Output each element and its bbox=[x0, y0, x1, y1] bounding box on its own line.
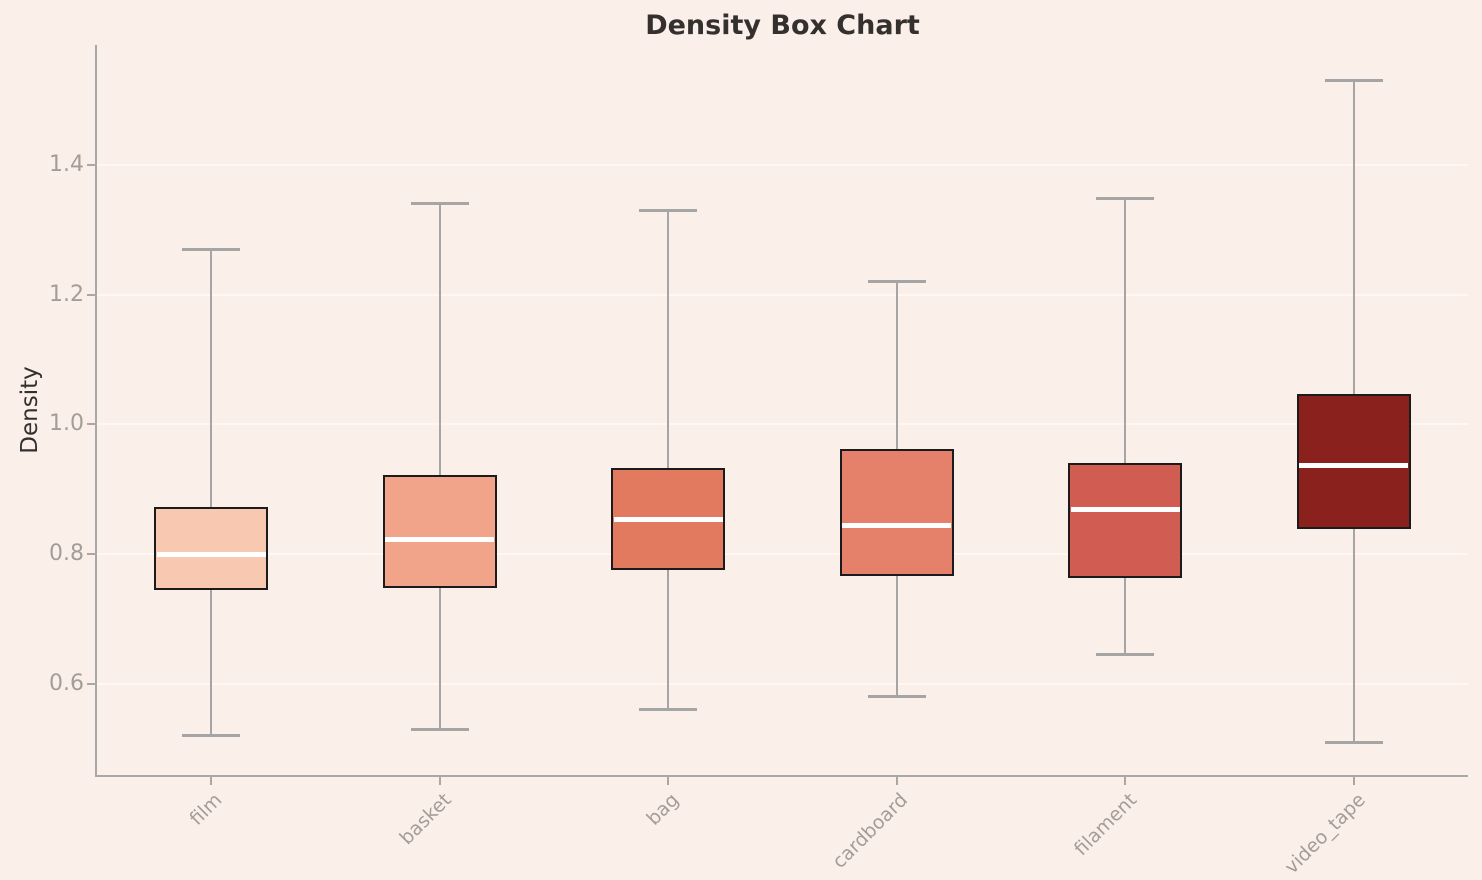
x-tick-label-basket: basket bbox=[395, 788, 456, 849]
whisker-line bbox=[667, 210, 670, 710]
upper-whisker-cap bbox=[410, 202, 469, 206]
whisker-line bbox=[1124, 198, 1127, 655]
lower-whisker-cap bbox=[182, 734, 241, 738]
y-tick-label: 0.8 bbox=[49, 541, 84, 567]
x-tick-label-anchor: video_tape bbox=[1194, 789, 1369, 878]
y-tick-label: 1.0 bbox=[49, 411, 84, 437]
gridline bbox=[97, 553, 1468, 556]
lower-whisker-cap bbox=[1324, 740, 1383, 744]
median-line bbox=[156, 551, 266, 557]
gridline bbox=[97, 682, 1468, 685]
x-tick-label-anchor: bag bbox=[508, 789, 684, 830]
x-tick-label-film: film bbox=[185, 788, 227, 830]
gridline bbox=[97, 163, 1468, 166]
box-film bbox=[154, 507, 269, 590]
y-tick-label: 0.6 bbox=[49, 670, 84, 696]
upper-whisker-cap bbox=[182, 247, 241, 251]
x-tick-label-video_tape: video_tape bbox=[1280, 788, 1370, 878]
lower-whisker-cap bbox=[410, 727, 469, 731]
box-video_tape bbox=[1296, 393, 1411, 529]
y-tick-mark bbox=[87, 553, 95, 556]
median-line bbox=[385, 537, 495, 543]
y-tick-label: 1.2 bbox=[49, 281, 84, 307]
x-tick-label-filament: filament bbox=[1069, 788, 1141, 860]
median-line bbox=[1070, 506, 1180, 512]
x-tick-mark bbox=[1124, 776, 1127, 785]
chart-title: Density Box Chart bbox=[645, 10, 920, 41]
whisker-line bbox=[438, 203, 441, 730]
x-tick-label-anchor: basket bbox=[280, 789, 455, 849]
lower-whisker-cap bbox=[639, 708, 698, 712]
x-axis-spine bbox=[95, 774, 1468, 777]
x-tick-mark bbox=[667, 776, 670, 785]
gridline bbox=[97, 423, 1468, 426]
y-tick-mark bbox=[87, 423, 95, 426]
y-tick-label: 1.4 bbox=[49, 151, 84, 177]
x-tick-mark bbox=[1352, 776, 1355, 785]
x-tick-label-anchor: cardboard bbox=[737, 789, 913, 873]
box-filament bbox=[1068, 462, 1183, 579]
box-cardboard bbox=[839, 448, 954, 577]
upper-whisker-cap bbox=[639, 208, 698, 212]
upper-whisker-cap bbox=[867, 280, 926, 284]
x-tick-label-anchor: film bbox=[51, 789, 227, 830]
upper-whisker-cap bbox=[1096, 197, 1155, 201]
x-tick-label-bag: bag bbox=[642, 788, 684, 830]
box-basket bbox=[382, 474, 497, 588]
median-line bbox=[842, 522, 952, 528]
y-tick-mark bbox=[87, 163, 95, 166]
median-line bbox=[613, 516, 723, 522]
x-tick-mark bbox=[210, 776, 213, 785]
y-tick-mark bbox=[87, 682, 95, 685]
gridline bbox=[97, 293, 1468, 296]
lower-whisker-cap bbox=[1096, 653, 1155, 657]
lower-whisker-cap bbox=[867, 695, 926, 699]
median-line bbox=[1299, 462, 1409, 468]
x-tick-label-anchor: filament bbox=[965, 789, 1141, 860]
y-tick-mark bbox=[87, 293, 95, 296]
x-tick-mark bbox=[438, 776, 441, 785]
upper-whisker-cap bbox=[1324, 79, 1383, 83]
x-tick-mark bbox=[895, 776, 898, 785]
x-tick-label-cardboard: cardboard bbox=[828, 788, 913, 873]
y-axis-spine bbox=[95, 45, 97, 777]
whisker-line bbox=[210, 249, 213, 736]
